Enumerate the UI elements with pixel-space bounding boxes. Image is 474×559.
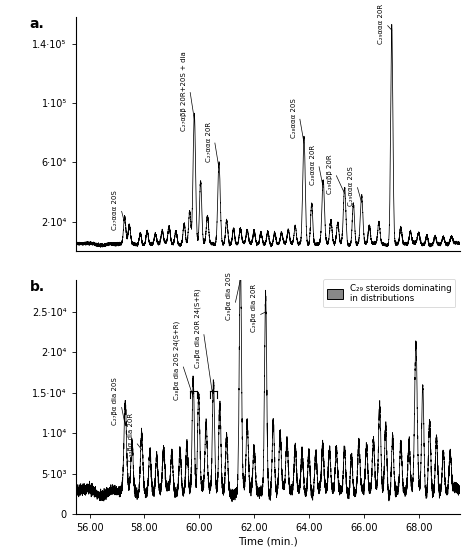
Text: b.: b. — [30, 280, 45, 293]
Text: C₂₈ααα 20S: C₂₈ααα 20S — [291, 98, 297, 138]
Text: C₂₇ααα 20R: C₂₇ααα 20R — [206, 121, 211, 162]
Text: C₂₇βα dia 20R: C₂₇βα dia 20R — [128, 413, 134, 462]
Text: C₂₉ααα 20S: C₂₉ααα 20S — [348, 166, 354, 206]
Text: C₂₉αββ 20R: C₂₉αββ 20R — [327, 154, 333, 194]
Text: C₂₈ααα 20R: C₂₈ααα 20R — [310, 145, 316, 186]
Text: C₂₇ααα 20S: C₂₇ααα 20S — [112, 190, 118, 230]
Text: a.: a. — [30, 17, 45, 31]
Text: C₂₉ααα 20R: C₂₉ααα 20R — [378, 4, 384, 44]
X-axis label: Time (min.): Time (min.) — [238, 536, 298, 546]
Legend: C₂₉ steroids dominating
in distributions: C₂₉ steroids dominating in distributions — [323, 279, 456, 307]
Text: C₂₉βα dia 20S: C₂₉βα dia 20S — [226, 272, 232, 320]
Text: C₂₇αββ 20R+20S + dia: C₂₇αββ 20R+20S + dia — [181, 51, 187, 131]
Text: C₂₈βα dia 20R 24(S+R): C₂₈βα dia 20R 24(S+R) — [194, 288, 201, 368]
Text: C₂₈βα dia 20S 24(S+R): C₂₈βα dia 20S 24(S+R) — [173, 321, 180, 400]
Text: C₂₉βα dia 20R: C₂₉βα dia 20R — [251, 284, 257, 332]
Text: C₂₇βα dia 20S: C₂₇βα dia 20S — [112, 377, 118, 425]
